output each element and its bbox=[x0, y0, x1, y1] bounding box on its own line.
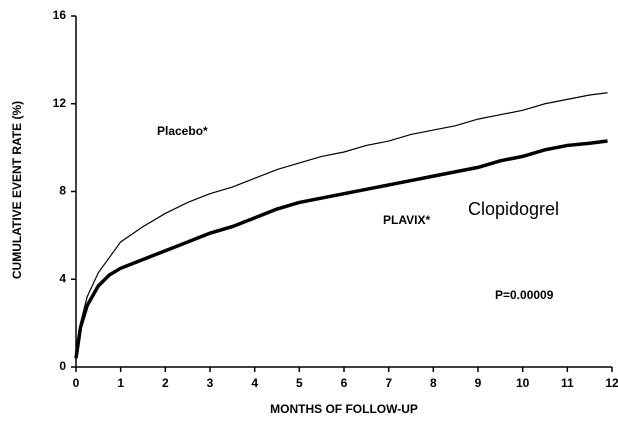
annotation: Clopidogrel bbox=[468, 199, 559, 219]
x-tick-label: 10 bbox=[516, 376, 530, 390]
x-tick-label: 2 bbox=[162, 376, 169, 390]
y-tick-label: 12 bbox=[53, 96, 67, 110]
annotation: P=0.00009 bbox=[495, 288, 554, 302]
x-tick-label: 8 bbox=[430, 376, 437, 390]
x-tick-label: 11 bbox=[561, 376, 574, 390]
y-tick-label: 16 bbox=[53, 8, 67, 22]
x-tick-label: 7 bbox=[385, 376, 392, 390]
y-tick-label: 8 bbox=[59, 184, 66, 198]
y-tick-label: 0 bbox=[59, 359, 66, 373]
x-tick-label: 5 bbox=[296, 376, 303, 390]
series-label: PLAVIX* bbox=[383, 213, 430, 227]
x-tick-label: 12 bbox=[605, 376, 618, 390]
y-tick-label: 4 bbox=[59, 271, 66, 285]
x-axis-label: MONTHS OF FOLLOW-UP bbox=[270, 402, 418, 416]
x-tick-label: 9 bbox=[475, 376, 482, 390]
x-tick-label: 0 bbox=[73, 376, 80, 390]
series-label: Placebo* bbox=[157, 124, 208, 138]
x-tick-label: 4 bbox=[251, 376, 258, 390]
y-axis-label: CUMULATIVE EVENT RATE (%) bbox=[10, 101, 24, 279]
series-line bbox=[74, 139, 608, 359]
x-tick-label: 6 bbox=[341, 376, 348, 390]
x-tick-label: 1 bbox=[117, 376, 124, 390]
x-tick-label: 3 bbox=[207, 376, 214, 390]
series-line bbox=[75, 92, 608, 359]
